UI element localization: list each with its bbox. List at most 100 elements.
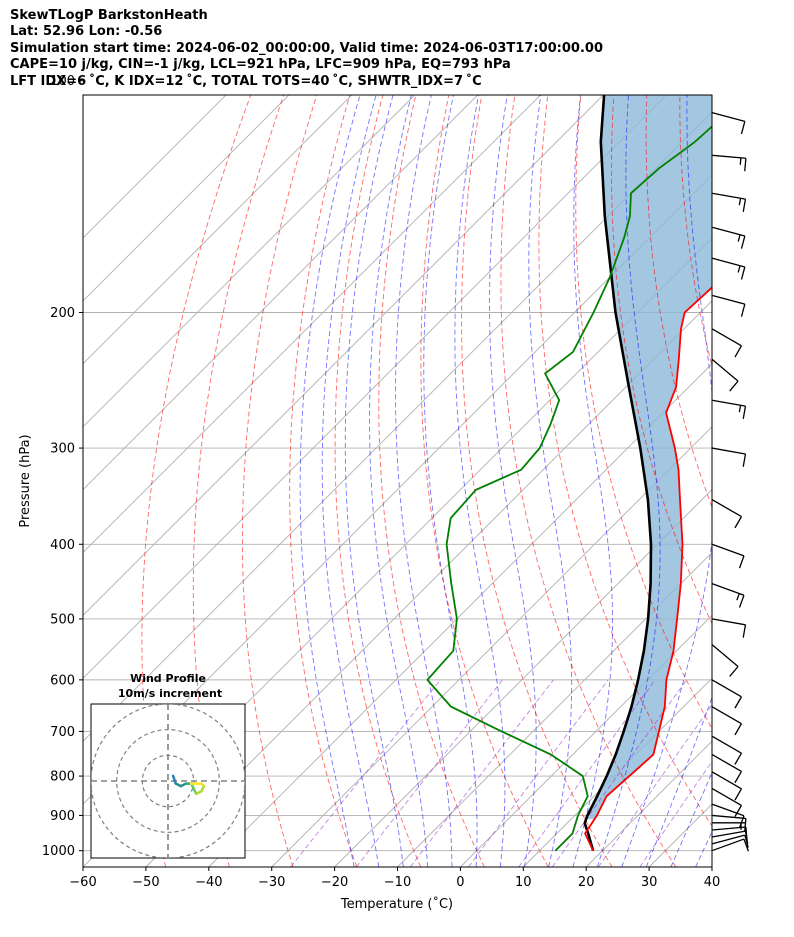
x-tick-label: −30 <box>258 875 285 890</box>
moist-adiabat-line <box>321 95 380 867</box>
wind-barb-staff <box>711 499 742 518</box>
wind-barb-flag <box>729 380 739 392</box>
moist-adiabat-line <box>423 95 478 867</box>
moist-adiabat-line <box>572 95 613 867</box>
wind-barb-flag <box>738 595 745 608</box>
wind-barb-flag <box>734 696 743 709</box>
wind-barb-flag <box>744 818 747 832</box>
y-axis-label: Pressure (hPa) <box>18 434 33 527</box>
moist-adiabat-line <box>299 95 361 867</box>
simulation-time-text: Simulation start time: 2024-06-02_00:00:… <box>10 40 603 56</box>
wind-barb-flag <box>740 235 746 249</box>
wind-barb-flag <box>734 788 743 801</box>
wind-barb-staff <box>711 787 742 806</box>
wind-barb-flag <box>740 266 746 280</box>
dry-adiabat-line <box>461 95 613 867</box>
wind-barb-staff <box>711 154 746 159</box>
inset-title: Wind Profile <box>130 672 206 685</box>
wind-barb-half-flag <box>738 198 742 206</box>
dry-adiabat-line <box>334 95 422 867</box>
wind-barb-staff <box>711 328 742 347</box>
dry-adiabat-line <box>778 81 794 867</box>
wind-barb-flag <box>734 516 743 529</box>
wind-barb-flag <box>740 121 746 135</box>
wind-barb-flag <box>729 666 739 677</box>
wind-barb-layer <box>711 111 750 852</box>
isotherm-line <box>397 551 712 867</box>
axis-layer: −60 −50 −40 −30 −20 −10 0 10 20 30 40 1000 900 800 700… <box>42 74 720 890</box>
y-tick-label: 300 <box>50 442 75 457</box>
x-tick-label: −10 <box>384 875 411 890</box>
isotherm-line <box>775 81 794 867</box>
location-text: Lat: 52.96 Lon: -0.56 <box>10 24 163 40</box>
wind-barb-flag <box>743 838 750 852</box>
y-tick-label: 800 <box>50 770 75 785</box>
wind-barb-staff <box>711 771 742 790</box>
dry-adiabat-line <box>538 95 712 827</box>
isotherm-line <box>460 614 712 867</box>
inset-subtitle: 10m/s increment <box>118 687 222 700</box>
dry-adiabat-line <box>610 95 712 625</box>
x-tick-label: 0 <box>456 875 464 890</box>
wind-barb-flag <box>740 303 746 317</box>
moist-adiabat-line <box>369 95 429 867</box>
wind-barb-staff <box>711 834 746 845</box>
wind-barb-flag <box>738 555 745 569</box>
y-tick-label: 200 <box>50 306 75 321</box>
hodograph-segment <box>171 774 177 785</box>
mixing-ratio-line <box>598 704 712 867</box>
dry-adiabat-line <box>745 81 794 867</box>
wind-barb-staff <box>711 358 739 382</box>
moist-adiabat-line <box>489 95 537 867</box>
profile-layer <box>426 95 712 852</box>
wind-barb-staff <box>711 257 746 268</box>
mixing-ratio-line <box>518 679 656 867</box>
x-tick-label: −60 <box>69 875 96 890</box>
y-tick-label: 900 <box>50 809 75 824</box>
mixing-ratio-line <box>410 679 554 867</box>
isotherm-line <box>83 95 479 491</box>
isotherm-line <box>711 866 712 867</box>
stability-index-text: LFT IDX=6 ˚C, K IDX=12 ˚C, TOTAL TOTS=40… <box>10 73 482 89</box>
mixing-ratio-line <box>468 679 609 867</box>
chart-header: SkewTLogP BarkstonHeath Lat: 52.96 Lon: … <box>10 8 603 90</box>
moist-adiabat-line <box>621 95 712 867</box>
isotherm-line <box>83 95 290 302</box>
x-tick-label: 40 <box>704 875 721 890</box>
dry-adiabat-line <box>141 95 252 867</box>
wind-barb-flag <box>744 834 749 848</box>
wind-barb-flag <box>745 826 748 841</box>
x-axis-label: Temperature (˚C) <box>340 896 453 912</box>
wind-barb-flag <box>744 158 747 172</box>
wind-barb-half-flag <box>737 234 741 242</box>
wind-barb-flag <box>742 453 747 467</box>
x-tick-label: 10 <box>515 875 532 890</box>
cape-shading <box>586 95 712 820</box>
x-tick-label: 30 <box>641 875 658 890</box>
dry-adiabat-line <box>242 95 318 867</box>
moist-adiabat-line <box>395 95 453 867</box>
wind-barb-staff <box>711 618 746 626</box>
moist-adiabat-line <box>528 95 573 867</box>
wind-barb-staff <box>711 803 745 817</box>
wind-barb-half-flag <box>736 593 740 601</box>
wind-barb-staff <box>711 830 746 838</box>
y-tick-label: 400 <box>50 538 75 553</box>
moist-adiabat-line <box>596 95 661 867</box>
parcel-profile-line <box>583 95 653 852</box>
isotherm-line <box>83 95 227 239</box>
chart-title: SkewTLogP BarkstonHeath <box>10 8 208 23</box>
wind-barb-half-flag <box>739 157 742 165</box>
mixing-ratio-line <box>639 760 712 867</box>
wind-barb-staff <box>711 399 746 407</box>
wind-barb-flag <box>742 199 747 213</box>
isotherm-line <box>208 363 712 867</box>
wind-barb-half-flag <box>738 405 742 413</box>
wind-barb-staff <box>711 226 746 237</box>
wind-barb-staff <box>711 679 742 698</box>
wind-barb-staff <box>711 644 739 667</box>
wind-barb-staff <box>711 447 746 455</box>
wind-barb-staff <box>711 583 745 596</box>
wind-barb-staff <box>711 838 745 852</box>
